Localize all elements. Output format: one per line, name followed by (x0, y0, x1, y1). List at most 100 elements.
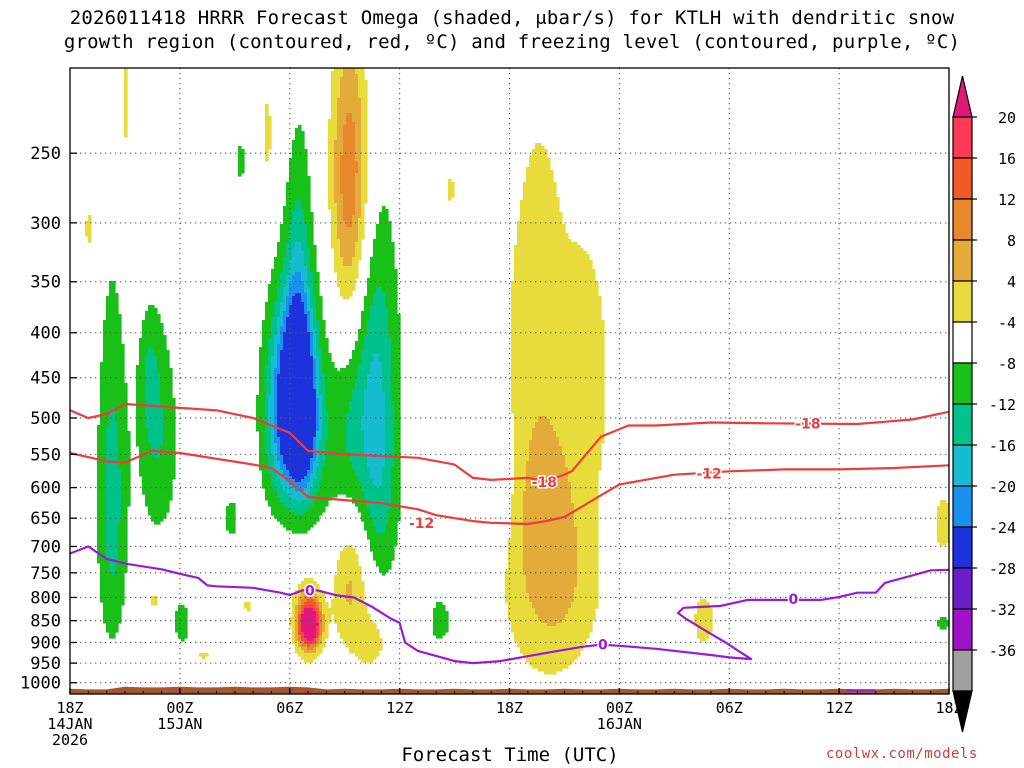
omega-cell (550, 302, 554, 306)
omega-cell (364, 299, 368, 303)
omega-cell (289, 323, 293, 327)
omega-cell (526, 287, 530, 291)
omega-cell (310, 215, 314, 219)
omega-cell (535, 248, 539, 252)
omega-cell (331, 152, 335, 156)
omega-cell (355, 203, 359, 207)
omega-cell (265, 323, 269, 327)
omega-cell (289, 188, 293, 192)
omega-cell (553, 206, 557, 210)
omega-cell (286, 197, 290, 201)
omega-cell (358, 86, 362, 90)
omega-cell (580, 278, 584, 282)
omega-cell (541, 212, 545, 216)
omega-cell (340, 245, 344, 249)
omega-cell (514, 272, 518, 276)
omega-cell (358, 113, 362, 117)
omega-cell (559, 287, 563, 291)
omega-cell (331, 86, 335, 90)
omega-cell (106, 323, 110, 327)
omega-cell (346, 239, 350, 243)
omega-cell (352, 188, 356, 192)
omega-cell (583, 314, 587, 318)
omega-cell (355, 155, 359, 159)
omega-cell (295, 251, 299, 255)
omega-cell (532, 266, 536, 270)
omega-cell (574, 323, 578, 327)
omega-cell (115, 311, 119, 315)
omega-cell (292, 317, 296, 321)
omega-cell (118, 329, 122, 333)
omega-cell (280, 302, 284, 306)
omega-cell (529, 188, 533, 192)
omega-cell (340, 254, 344, 258)
omega-cell (283, 206, 287, 210)
omega-cell (382, 290, 386, 294)
omega-cell (373, 311, 377, 315)
omega-cell (598, 314, 602, 318)
omega-cell (352, 254, 356, 258)
omega-cell (367, 311, 371, 315)
omega-cell (580, 326, 584, 330)
omega-cell (352, 122, 356, 126)
omega-cell (544, 194, 548, 198)
omega-cell (394, 281, 398, 285)
omega-cell (538, 215, 542, 219)
omega-cell (316, 302, 320, 306)
omega-cell (385, 281, 389, 285)
omega-cell (535, 191, 539, 195)
omega-cell (271, 302, 275, 306)
omega-cell (274, 326, 278, 330)
omega-cell (337, 104, 341, 108)
omega-cell (550, 194, 554, 198)
omega-cell (277, 263, 281, 267)
omega-cell (310, 269, 314, 273)
omega-cell (334, 137, 338, 141)
omega-cell (337, 92, 341, 96)
omega-cell (589, 323, 593, 327)
omega-cell (295, 248, 299, 252)
omega-cell (565, 293, 569, 297)
omega-cell (568, 308, 572, 312)
omega-cell (529, 290, 533, 294)
omega-cell (364, 89, 368, 93)
omega-cell (301, 155, 305, 159)
omega-cell (349, 143, 353, 147)
omega-cell (535, 308, 539, 312)
omega-cell (346, 269, 350, 273)
omega-cell (538, 269, 542, 273)
omega-cell (352, 248, 356, 252)
omega-cell (283, 209, 287, 213)
omega-cell (337, 257, 341, 261)
omega-cell (577, 323, 581, 327)
omega-cell (523, 317, 527, 321)
omega-cell (289, 230, 293, 234)
omega-cell (598, 302, 602, 306)
omega-cell (544, 248, 548, 252)
omega-cell (532, 182, 536, 186)
omega-cell (331, 161, 335, 165)
omega-cell (265, 314, 269, 318)
omega-cell (385, 278, 389, 282)
omega-cell (346, 83, 350, 87)
omega-cell (349, 215, 353, 219)
omega-cell (352, 185, 356, 189)
omega-cell (352, 236, 356, 240)
omega-cell (355, 134, 359, 138)
omega-cell (535, 203, 539, 207)
omega-cell (385, 251, 389, 255)
omega-cell (361, 98, 365, 102)
omega-cell (343, 185, 347, 189)
omega-cell (151, 326, 155, 330)
omega-cell (112, 305, 116, 309)
omega-cell (373, 266, 377, 270)
omega-cell (109, 281, 113, 285)
omega-cell (451, 191, 455, 195)
omega-cell (352, 149, 356, 153)
omega-cell (397, 314, 401, 318)
omega-cell (514, 284, 518, 288)
omega-cell (574, 251, 578, 255)
omega-cell (298, 146, 302, 150)
omega-cell (568, 254, 572, 258)
omega-cell (238, 170, 242, 174)
